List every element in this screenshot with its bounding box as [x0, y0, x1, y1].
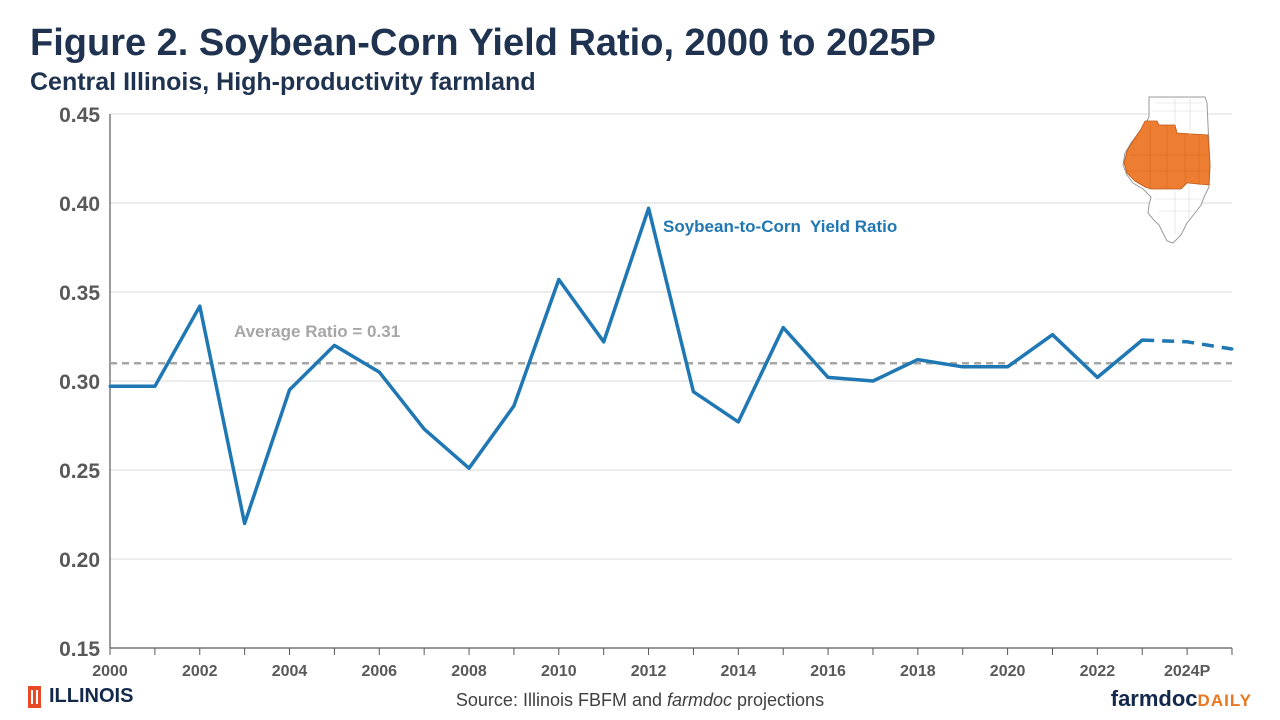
- data-point: [422, 427, 426, 431]
- y-tick-label: 0.30: [59, 371, 100, 394]
- series-line-0: [110, 206, 1144, 526]
- x-tick-label: 2014: [721, 663, 757, 680]
- illinois-map-icon: [1122, 96, 1211, 244]
- y-tick-label: 0.45: [59, 104, 100, 127]
- y-tick-label: 0.35: [59, 282, 100, 305]
- source-suffix: projections: [732, 690, 825, 710]
- source-note: Source: Illinois FBFM and farmdoc projec…: [0, 690, 1280, 711]
- x-tick-label: 2002: [182, 663, 218, 680]
- data-point: [781, 326, 785, 330]
- data-point: [1230, 347, 1234, 351]
- illinois-logo-text: ILLINOIS: [49, 685, 134, 707]
- x-tick-label: 2006: [361, 663, 397, 680]
- x-tick-label: 2012: [631, 663, 667, 680]
- data-point: [602, 340, 606, 344]
- daily-logo-text: DAILY: [1197, 691, 1252, 710]
- y-tick-label: 0.20: [59, 549, 100, 572]
- data-point: [736, 420, 740, 424]
- illinois-logo: ILLINOIS: [28, 685, 133, 708]
- x-tick-label: 2010: [541, 663, 577, 680]
- data-point: [198, 304, 202, 308]
- data-point: [288, 388, 292, 392]
- x-tick-label: 2008: [451, 663, 487, 680]
- x-tick-label: 2022: [1080, 663, 1116, 680]
- data-point: [826, 375, 830, 379]
- y-tick-label: 0.25: [59, 460, 100, 483]
- series-label: Soybean-to-Corn Yield Ratio: [663, 217, 897, 236]
- page-title: Figure 2. Soybean-Corn Yield Ratio, 2000…: [30, 22, 936, 64]
- data-point: [1006, 365, 1010, 369]
- data-point: [691, 390, 695, 394]
- x-axis-ticks: 2000 2002 2004 2006 2008 2010 2012 2014 2016 2018…: [92, 648, 1233, 680]
- data-point: [1095, 375, 1099, 379]
- data-point: [1140, 338, 1144, 342]
- x-tick-label: 2020: [990, 663, 1026, 680]
- y-tick-label: 0.40: [59, 193, 100, 216]
- data-point: [961, 365, 965, 369]
- source-italic: farmdoc: [666, 690, 733, 710]
- farmdoc-daily-logo: farmdocDAILY: [1111, 686, 1252, 712]
- data-point: [557, 278, 561, 282]
- data-point: [916, 358, 920, 362]
- average-reference-label: Average Ratio = 0.31: [234, 322, 400, 341]
- data-point: [467, 466, 471, 470]
- source-prefix: Source: Illinois FBFM and: [455, 690, 667, 710]
- x-tick-label: 2000: [92, 663, 128, 680]
- data-point: [1185, 340, 1189, 344]
- data-point: [153, 384, 157, 388]
- x-tick-label: 2004: [272, 663, 308, 680]
- farmdoc-logo-text: farmdoc: [1110, 686, 1198, 711]
- y-tick-label: 0.15: [59, 638, 100, 661]
- y-axis-ticks: 0.15 0.20 0.25 0.30 0.35 0.40 0.45: [59, 104, 100, 661]
- data-point: [512, 404, 516, 408]
- page-subtitle: Central Illinois, High-productivity farm…: [30, 68, 536, 96]
- data-point: [243, 521, 247, 525]
- x-tick-label: 2024P: [1164, 663, 1211, 680]
- gridlines: [110, 113, 1232, 560]
- data-point: [377, 370, 381, 374]
- data-point: [871, 379, 875, 383]
- data-point: [1050, 333, 1054, 337]
- series-group: [108, 206, 1234, 526]
- data-point: [332, 343, 336, 347]
- x-tick-label: 2018: [900, 663, 936, 680]
- x-tick-label: 2016: [810, 663, 846, 680]
- block-i-icon: [28, 685, 41, 708]
- data-point: [108, 384, 112, 388]
- data-point: [647, 206, 651, 210]
